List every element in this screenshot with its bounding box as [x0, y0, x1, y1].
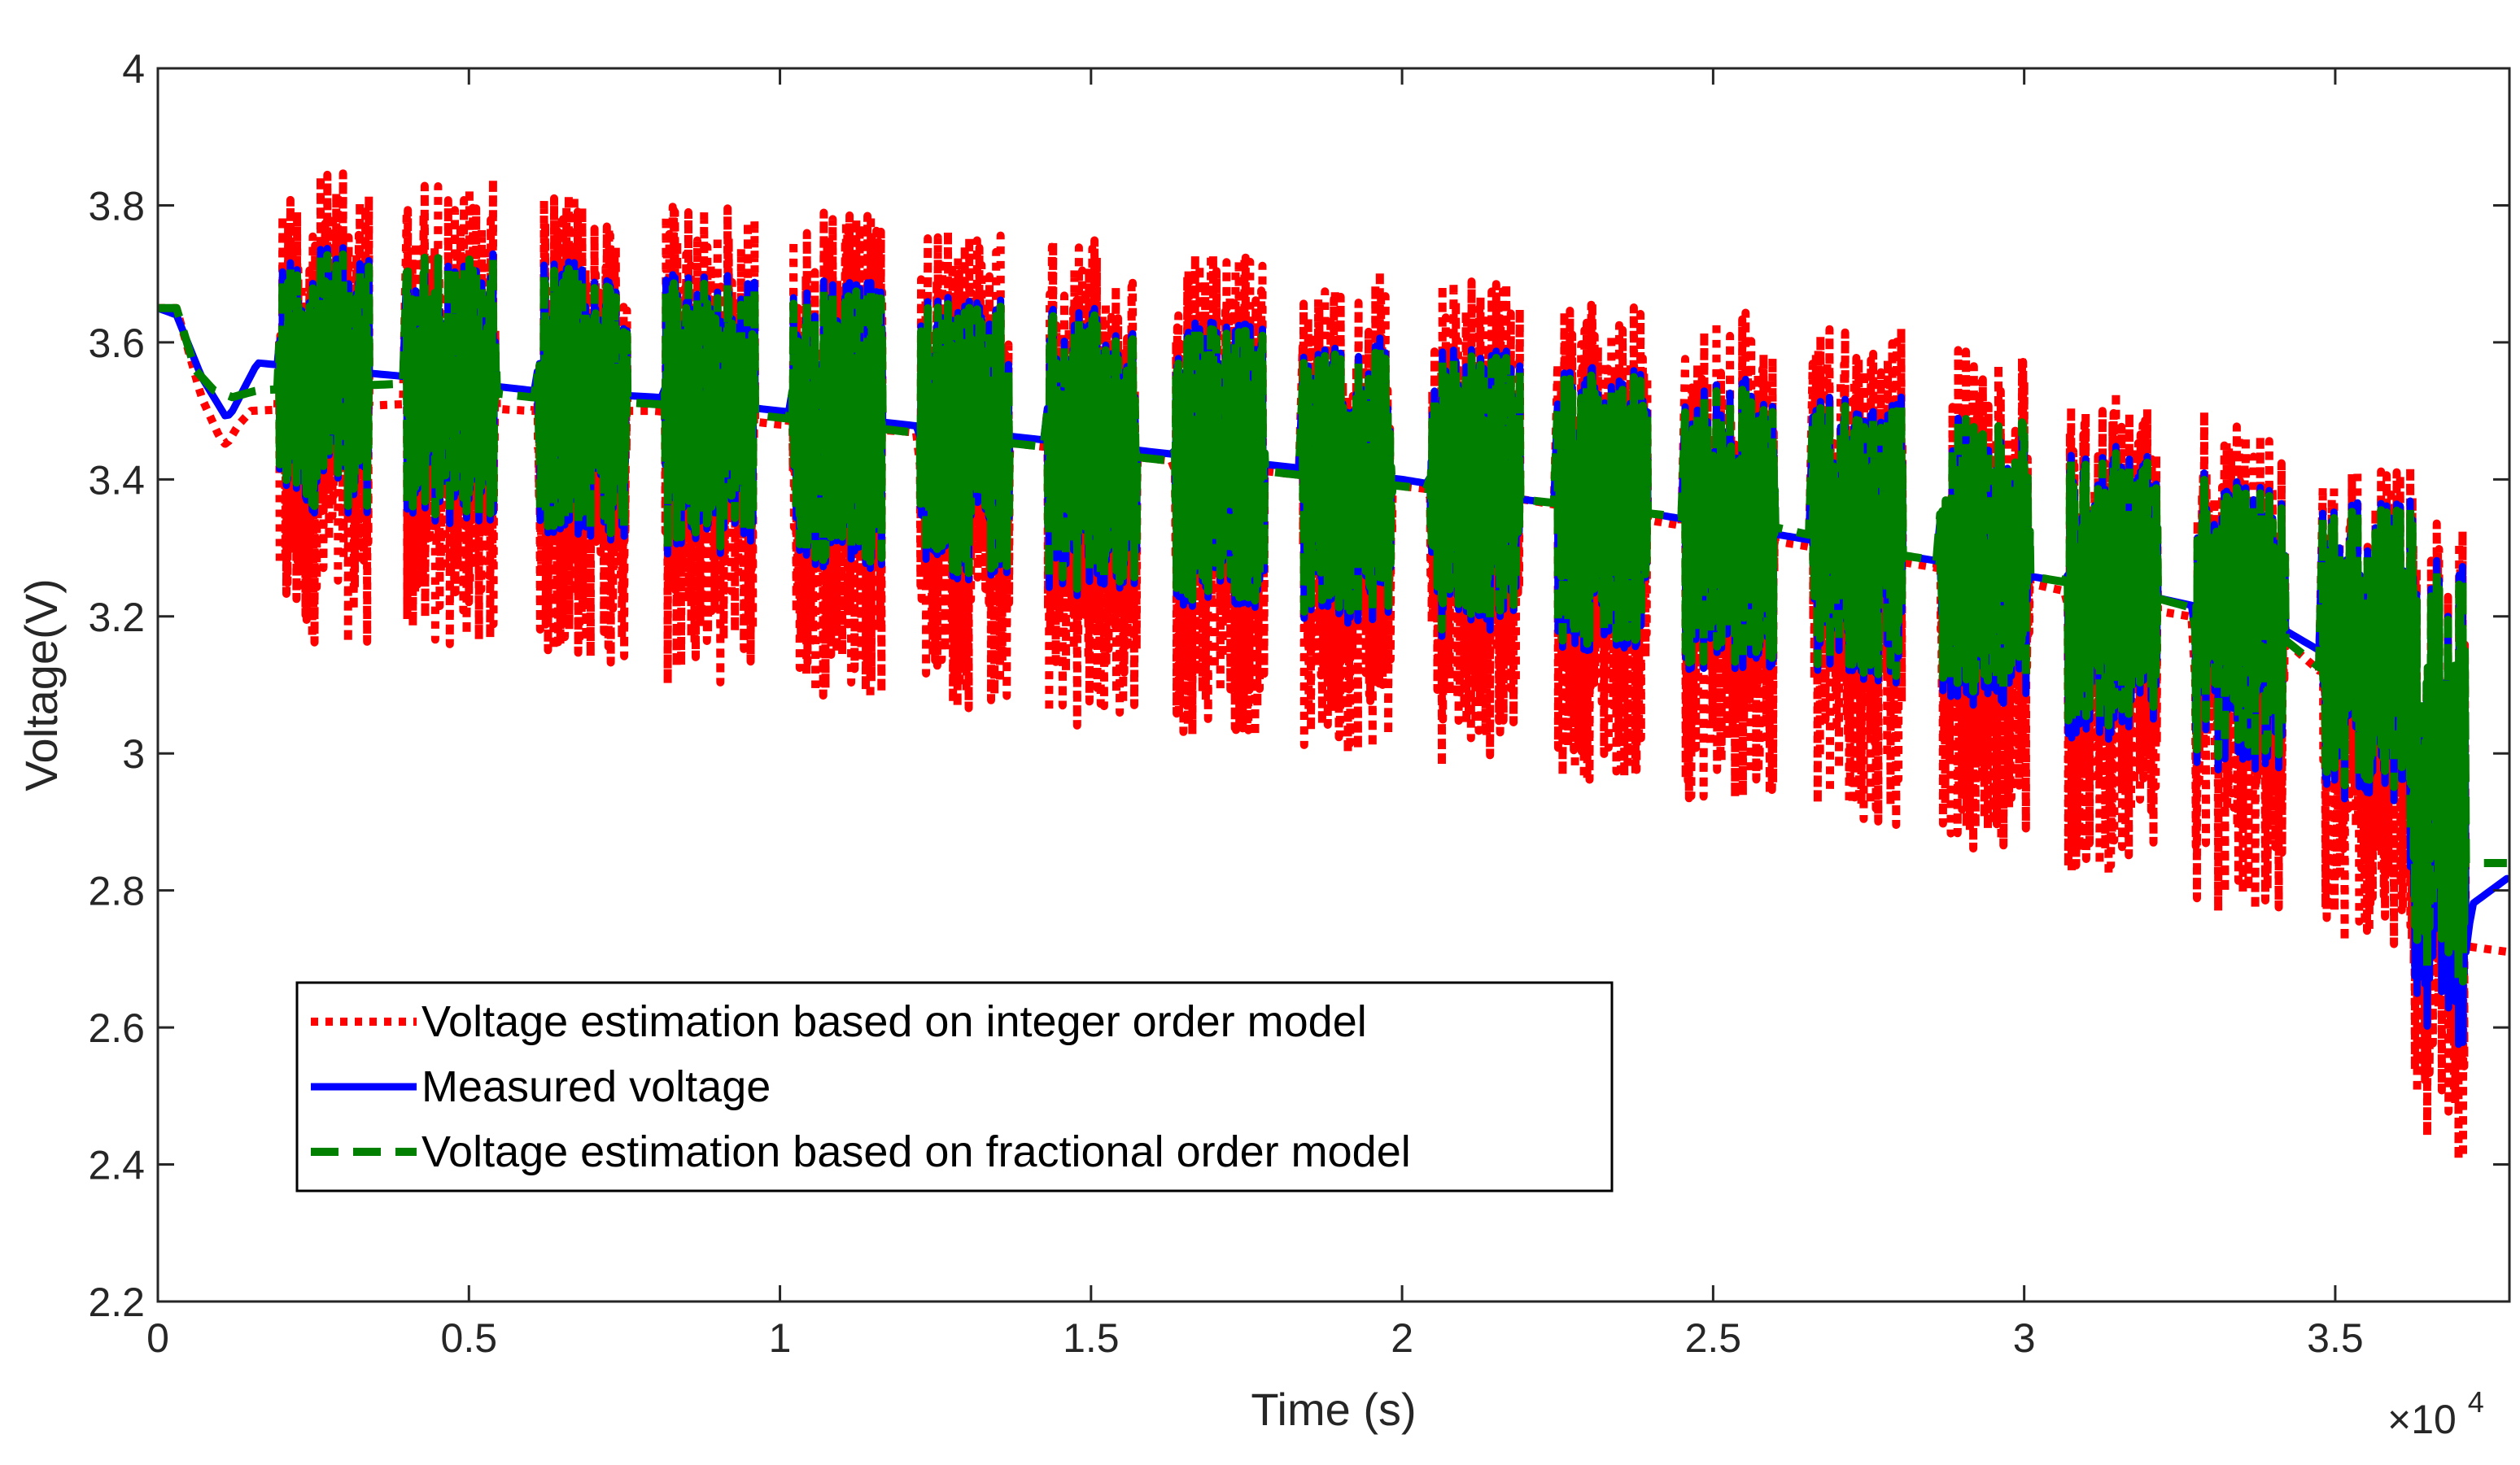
x-axis-exponent: ×10 4 — [2387, 1385, 2484, 1442]
x-tick-label: 2.5 — [1685, 1315, 1742, 1361]
y-tick-label: 3.6 — [88, 320, 145, 366]
y-tick-label: 4 — [122, 46, 145, 92]
x-axis-ticks: 0 0.5 1 1.5 2 2.5 3 3.5 — [146, 68, 2364, 1361]
y-tick-label: 3.4 — [88, 457, 145, 503]
series-layer — [158, 169, 2509, 1164]
x-tick-label: 2 — [1391, 1315, 1413, 1361]
x-tick-label: 3 — [2013, 1315, 2036, 1361]
y-tick-label: 3.2 — [88, 595, 145, 640]
x-axis-exponent-power: 4 — [2468, 1385, 2484, 1419]
legend-label-fractional: Voltage estimation based on fractional o… — [421, 1127, 1411, 1176]
y-axis-ticks: 2.2 2.4 2.6 2.8 3 3.2 3.4 3.6 3.8 4 — [88, 46, 2509, 1325]
series-line-fractional — [158, 250, 2508, 988]
y-tick-label: 2.6 — [88, 1005, 145, 1051]
x-axis-exponent-base: ×10 — [2387, 1397, 2457, 1442]
y-axis-label: Voltage(V) — [15, 578, 67, 791]
y-tick-label: 3 — [122, 731, 145, 777]
legend-box — [295, 981, 1614, 1192]
x-tick-label: 1.5 — [1063, 1315, 1120, 1361]
x-axis-label: Time (s) — [1251, 1384, 1416, 1435]
legend-label-integer: Voltage estimation based on integer orde… — [421, 997, 1367, 1046]
plot-area-frame — [156, 67, 2511, 1303]
y-tick-label: 2.4 — [88, 1143, 145, 1188]
x-tick-label: 0.5 — [441, 1315, 498, 1361]
legend: Voltage estimation based on integer orde… — [295, 981, 1614, 1192]
x-tick-label: 3.5 — [2307, 1315, 2364, 1361]
x-tick-label: 1 — [769, 1315, 792, 1361]
x-tick-label: 0 — [146, 1315, 169, 1361]
y-tick-label: 3.8 — [88, 183, 145, 229]
y-tick-label: 2.2 — [88, 1280, 145, 1325]
legend-label-measured: Measured voltage — [421, 1062, 771, 1111]
y-tick-label: 2.8 — [88, 869, 145, 914]
